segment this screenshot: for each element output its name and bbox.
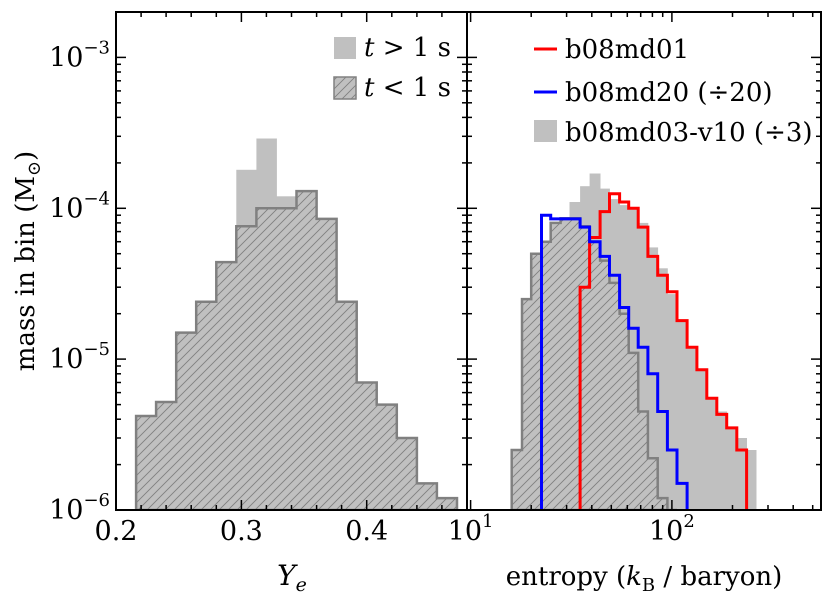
legend-label-b08md20: b08md20 (÷20) — [565, 78, 773, 108]
right-axes-frame — [466, 11, 822, 511]
left-panel: 10−3 10−4 10−5 10−60.2 0.3 0.4 t > 1 s t < 1 … — [49, 11, 468, 547]
series-b08md03-v10-3--bar-22 — [726, 427, 738, 510]
legend-label-t-lt-1s: t < 1 s — [364, 73, 451, 103]
right-panel: 101 102 b08md01 b08md20 (÷20) b08md03-v10… — [448, 11, 821, 547]
legend-swatch-gray — [334, 37, 356, 59]
series-b08md03-v10-3--bar-21 — [716, 411, 728, 510]
series-b08md03-v10-3--bar-20 — [706, 398, 718, 510]
x-tick-label: 0.4 — [345, 516, 388, 547]
series-b08md01-step-line — [578, 192, 749, 510]
legend-label-b08md01: b08md01 — [565, 35, 689, 65]
series-b08md03-v10-3--bar-23 — [736, 438, 747, 510]
y-tick-label: 10−4 — [49, 188, 110, 224]
legend-swatch-hatched — [333, 76, 357, 100]
series-b08md03-v10-3--bar-16 — [667, 294, 678, 510]
x-tick-label: 101 — [448, 511, 494, 547]
series-b08md03-v10-3--bar-24 — [746, 450, 757, 510]
y-axis-label: mass in bin (M⊙) — [11, 151, 45, 371]
y-tick-label: 10−5 — [49, 339, 110, 375]
legend-label-b08md03: b08md03-v10 (÷3) — [565, 118, 813, 148]
series-b08md03-v10-3--bar-15 — [657, 268, 668, 510]
series-b08md03-v10-3--bar-14 — [647, 247, 659, 510]
legend-swatch-gray-right — [534, 120, 557, 142]
series-b08md03-v10-3--bar-19 — [696, 369, 708, 510]
x-axis-label-right: entropy (kB / baryon) — [506, 562, 783, 596]
x-axis-label-left: Ye — [277, 559, 307, 596]
series-b08md03-v10-3--bar-18 — [687, 347, 698, 510]
series-t-1-s-histogram — [134, 189, 459, 510]
legend-label-t-gt-1s: t > 1 s — [364, 33, 451, 63]
series-b08md20-20--step-line — [540, 213, 689, 510]
left-legend: t > 1 s t < 1 s — [333, 33, 451, 103]
y-tick-label: 10−6 — [49, 490, 110, 526]
x-tick-label: 0.3 — [220, 516, 263, 547]
x-tick-label: 0.2 — [95, 516, 138, 547]
series-b08md03-v10-3--bar-17 — [677, 320, 688, 510]
y-tick-label: 10−3 — [49, 37, 110, 73]
x-tick-label: 102 — [649, 511, 695, 547]
right-legend: b08md01 b08md20 (÷20) b08md03-v10 (÷3) — [534, 35, 813, 148]
series-b08md03-v10-3--bar-13 — [638, 222, 649, 510]
